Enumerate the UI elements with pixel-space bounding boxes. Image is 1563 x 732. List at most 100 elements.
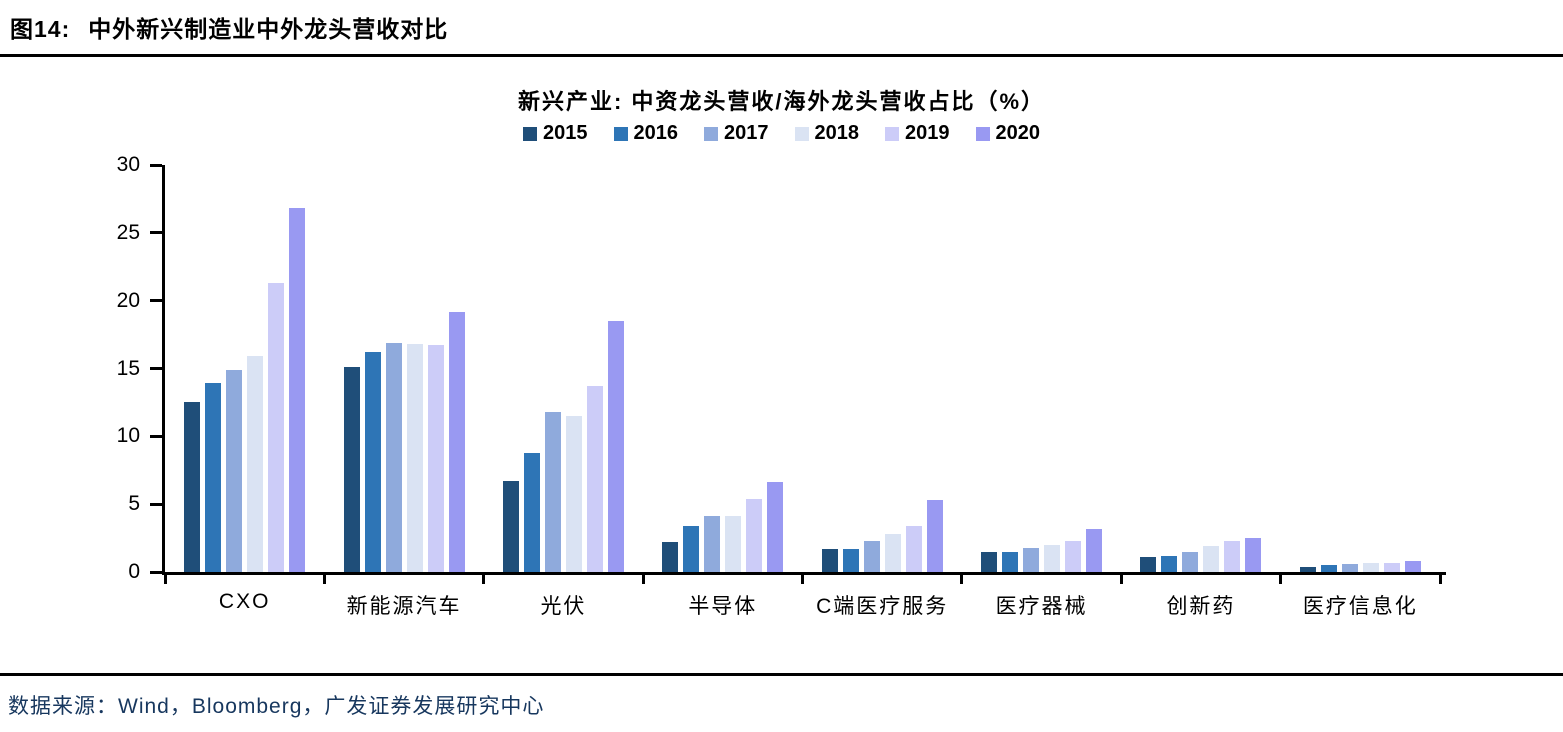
x-axis-category-label: C端医疗服务 — [816, 595, 949, 618]
legend-label: 2017 — [724, 122, 769, 144]
bar-2017-创新药 — [1182, 551, 1199, 572]
legend-item-2015: 2015 — [523, 122, 588, 145]
legend-swatch-2017 — [704, 126, 718, 141]
y-axis-tick — [150, 502, 162, 506]
y-axis-tick-label: 15 — [116, 356, 140, 380]
bar-2015-创新药 — [1140, 557, 1157, 572]
bar-2018-医疗信息化 — [1362, 562, 1379, 572]
plot-area: 0 5 10 15 20 25 30 CXO 新能源汽车 光伏 半导体 C端医疗服务 医疗器械 创新药 医疗… — [117, 153, 1446, 618]
bar-2020-医疗器械 — [1086, 528, 1103, 572]
bar-2020-CXO — [289, 208, 306, 572]
y-axis-tick-label: 30 — [116, 153, 140, 176]
bar-2018-光伏 — [565, 415, 582, 572]
x-axis-tick — [1438, 575, 1442, 584]
bar-2020-创新药 — [1245, 538, 1262, 572]
footer-divider — [0, 673, 1563, 676]
bar-2018-创新药 — [1203, 546, 1220, 572]
x-axis-category-label: 医疗器械 — [995, 595, 1088, 618]
bar-2017-医疗器械 — [1023, 547, 1040, 572]
x-axis-category-label: 新能源汽车 — [346, 595, 462, 618]
bar-2017-光伏 — [544, 411, 561, 572]
x-axis-category-label: 医疗信息化 — [1302, 595, 1418, 618]
legend-label: 2020 — [995, 122, 1041, 144]
chart-title: 新兴产业: 中资龙头营收/海外龙头营收占比（%） — [517, 89, 1046, 114]
bar-2015-半导体 — [662, 542, 679, 572]
bar-2015-光伏 — [502, 481, 519, 572]
legend-label: 2018 — [814, 122, 860, 144]
bar-2016-光伏 — [523, 452, 540, 572]
legend-swatch-2015 — [523, 126, 537, 141]
y-axis-tick — [150, 434, 162, 438]
legend-label: 2016 — [633, 122, 679, 144]
bar-2016-C端医疗服务 — [842, 548, 859, 572]
bar-2017-新能源汽车 — [385, 342, 402, 572]
bar-2020-医疗信息化 — [1404, 561, 1421, 572]
bar-2019-光伏 — [586, 386, 603, 572]
x-axis-category-label: CXO — [218, 590, 271, 613]
legend-swatch-2020 — [975, 126, 990, 141]
bar-2017-医疗信息化 — [1341, 563, 1358, 572]
x-axis-category-label: 光伏 — [540, 595, 587, 618]
y-axis-tick — [150, 231, 162, 235]
legend-item-2019: 2019 — [885, 122, 950, 145]
legend-label: 2019 — [905, 122, 950, 144]
bar-2020-C端医疗服务 — [926, 500, 943, 572]
legend-label: 2015 — [543, 122, 588, 144]
bar-2016-CXO — [205, 383, 222, 572]
x-axis-category-label: 半导体 — [688, 595, 758, 618]
figure-header: 图14: 中外新兴制造业中外龙头营收对比 — [10, 10, 448, 44]
bar-2019-医疗信息化 — [1383, 562, 1400, 572]
y-axis-tick-label: 20 — [116, 288, 140, 312]
legend-item-2018: 2018 — [794, 122, 860, 145]
bar-2015-CXO — [184, 402, 201, 572]
legend-swatch-2018 — [794, 126, 809, 141]
x-axis-tick — [482, 575, 486, 584]
x-axis-tick — [322, 575, 326, 584]
bar-2018-医疗器械 — [1044, 544, 1061, 572]
data-source: 数据来源：Wind，Bloomberg，广发证券发展研究中心 — [8, 695, 545, 718]
bar-2016-医疗器械 — [1002, 551, 1019, 572]
bar-2018-CXO — [247, 356, 264, 572]
legend-swatch-2016 — [613, 126, 628, 141]
legend-item-2017: 2017 — [704, 122, 769, 145]
bar-2015-医疗器械 — [981, 551, 998, 572]
bar-2020-新能源汽车 — [448, 311, 465, 572]
bar-2019-新能源汽车 — [427, 345, 444, 572]
x-axis-tick — [801, 575, 804, 584]
y-axis-tick-label: 10 — [116, 424, 140, 448]
bar-2016-医疗信息化 — [1320, 565, 1337, 572]
x-axis-category-label: 创新药 — [1166, 595, 1236, 618]
y-axis-tick-label: 5 — [128, 492, 140, 516]
legend-item-2020: 2020 — [975, 122, 1041, 145]
bar-2015-新能源汽车 — [343, 367, 360, 572]
y-axis-tick — [150, 299, 162, 303]
bar-2016-创新药 — [1161, 555, 1178, 572]
bar-2017-C端医疗服务 — [863, 540, 880, 572]
y-axis-tick — [150, 163, 162, 167]
bar-2015-C端医疗服务 — [821, 548, 838, 572]
bar-2019-C端医疗服务 — [905, 525, 922, 572]
bar-2017-CXO — [226, 369, 243, 572]
legend-item-2016: 2016 — [613, 122, 679, 145]
figure-title: 中外新兴制造业中外龙头营收对比 — [88, 16, 449, 42]
bar-2019-CXO — [268, 283, 285, 572]
y-axis-tick-label: 25 — [116, 220, 140, 244]
figure-label: 图14: — [10, 16, 71, 42]
x-axis-tick — [641, 575, 645, 584]
bar-2019-创新药 — [1224, 540, 1241, 572]
x-axis-tick — [1119, 575, 1123, 584]
bar-2017-半导体 — [704, 516, 721, 572]
bar-2020-半导体 — [767, 482, 784, 572]
bar-2019-半导体 — [746, 498, 763, 572]
bar-2015-医疗信息化 — [1299, 566, 1316, 572]
bar-2020-光伏 — [607, 321, 624, 572]
y-axis-tick — [150, 367, 162, 370]
x-axis-tick — [960, 575, 964, 584]
bar-2018-半导体 — [725, 516, 742, 572]
y-axis-line — [162, 165, 165, 575]
bar-2016-半导体 — [683, 525, 700, 572]
x-axis-line — [162, 572, 1446, 575]
chart-legend: 2015 2016 2017 2018 2019 2020 — [144, 122, 1419, 145]
bar-2018-新能源汽车 — [406, 344, 423, 572]
